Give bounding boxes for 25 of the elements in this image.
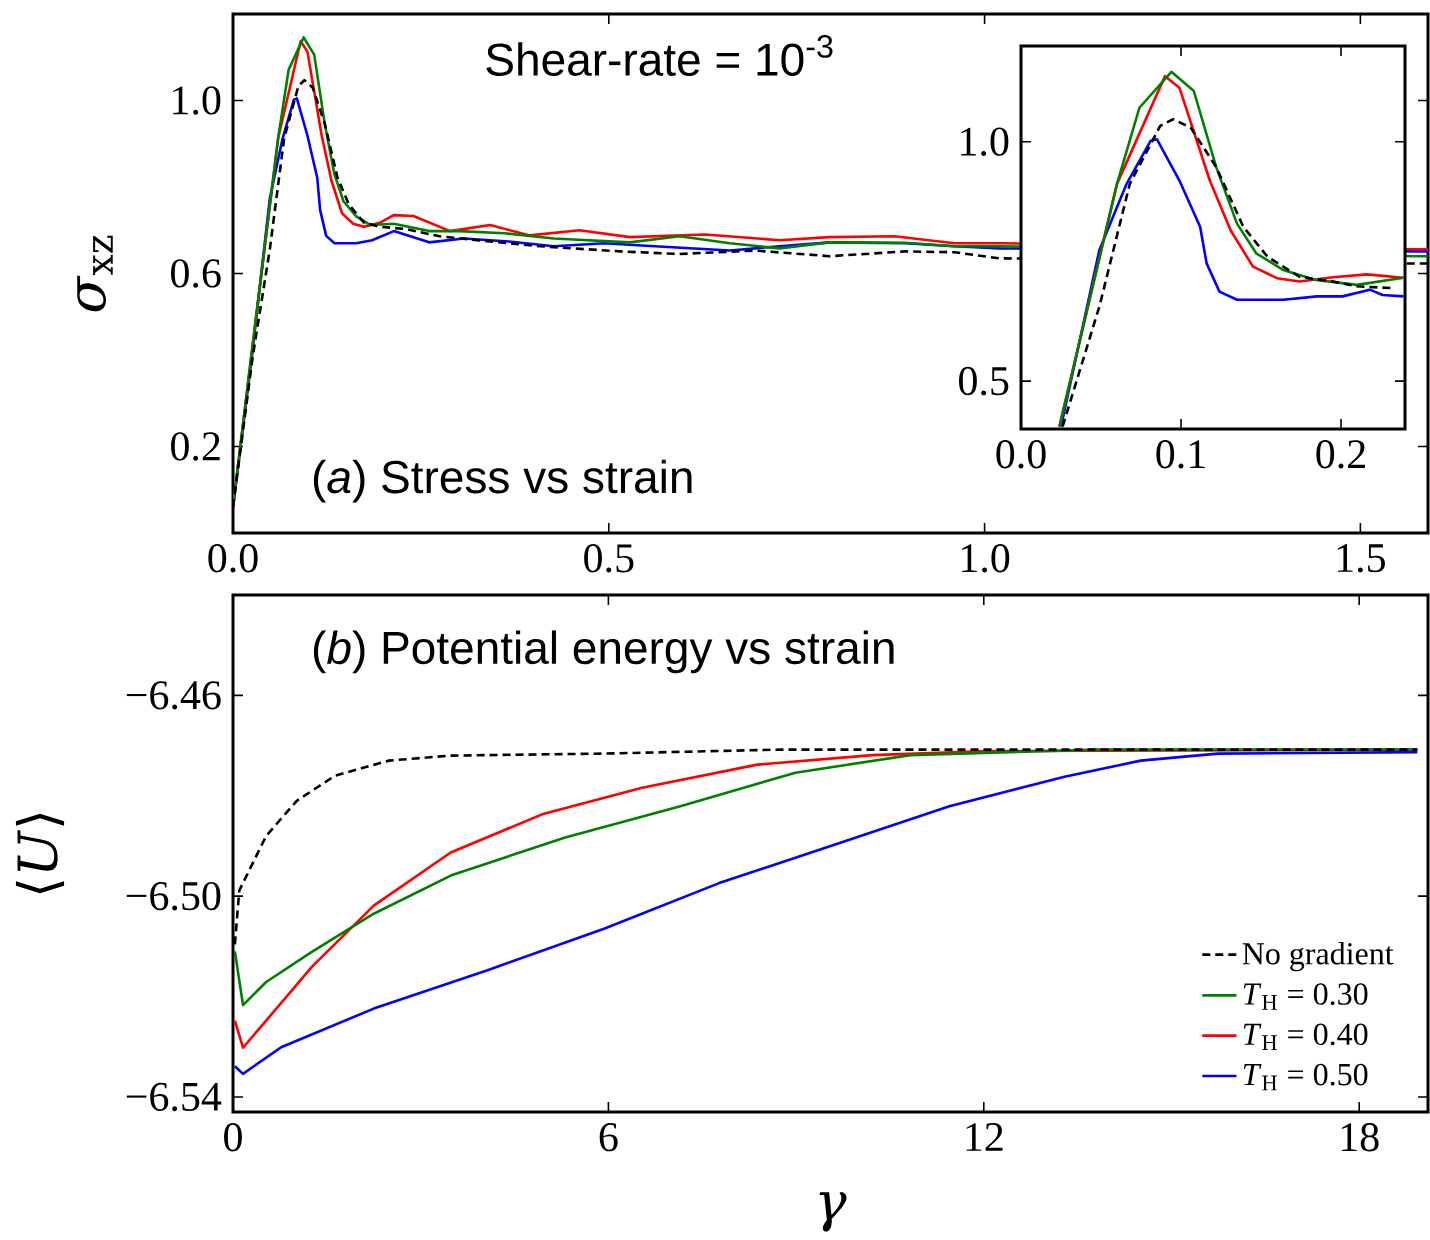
y-tick-label: −6.54 [126, 1082, 222, 1112]
legend-label: T$_{H}$ = 0.30 [1243, 983, 1368, 1010]
annotation: (a) Stress vs strain [313, 459, 692, 503]
annotation: Shear-rate = 10$^{-3}$ [486, 35, 833, 76]
x-axis-title: γ [819, 1192, 847, 1232]
x-tick-label: 0.2 [1316, 440, 1365, 469]
x-tick-label: 0.5 [584, 544, 634, 573]
annotation: (b) Potential energy vs strain [313, 630, 894, 674]
x-tick-label: 0.0 [996, 440, 1046, 469]
x-tick-label: 0 [224, 1123, 242, 1152]
x-tick-label: 6 [599, 1123, 618, 1152]
y-tick-label: 0.6 [171, 259, 221, 288]
legend-label: No gradient [1242, 942, 1394, 972]
x-tick-label: 12 [966, 1123, 1003, 1151]
y-tick-label: −6.50 [126, 881, 221, 911]
legend-label: T$_{H}$ = 0.50 [1243, 1063, 1368, 1091]
y-axis-title: σ$_{xz}$ [77, 235, 113, 312]
y-tick-label: −6.46 [126, 681, 221, 710]
x-tick-label: 0.1 [1156, 440, 1205, 469]
y-axis-title: ⟨U⟩ [15, 813, 65, 894]
x-tick-label: 1.5 [1337, 544, 1385, 573]
legend-label: T$_{H}$ = 0.40 [1243, 1023, 1368, 1050]
y-tick-label: 1.0 [173, 86, 221, 115]
x-tick-label: 0.0 [208, 544, 258, 573]
x-tick-label: 18 [1341, 1123, 1379, 1152]
